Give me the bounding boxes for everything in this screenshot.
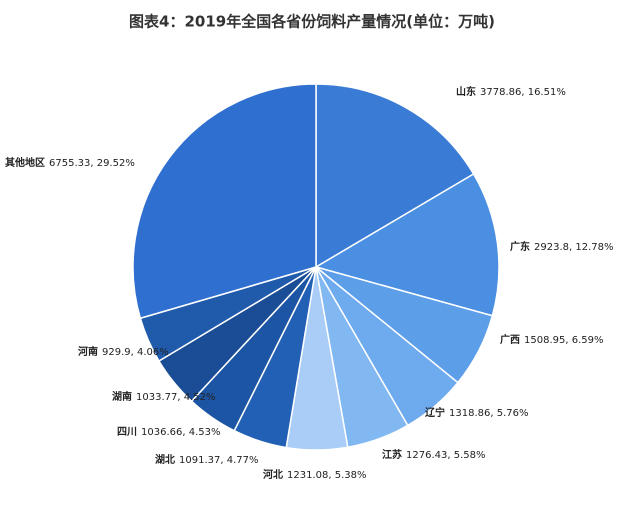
value-label: 1318.86, 5.76% — [449, 408, 528, 419]
category-label: 河南 — [78, 345, 98, 358]
value-label: 1033.77, 4.52% — [136, 392, 215, 403]
value-label: 1276.43, 5.58% — [406, 450, 485, 461]
data-label: 广东 2923.8, 12.78% — [510, 240, 613, 253]
pie-slice — [314, 172, 500, 317]
data-label: 辽宁 1318.86, 5.76% — [425, 406, 528, 419]
pie-slice — [315, 83, 475, 269]
data-label: 湖北 1091.37, 4.77% — [155, 453, 258, 466]
category-label: 河北 — [263, 468, 283, 481]
value-label: 3778.86, 16.51% — [480, 87, 566, 98]
value-label: 1231.08, 5.38% — [287, 470, 366, 481]
data-label: 河南 929.9, 4.06% — [78, 345, 169, 358]
data-label: 其他地区 6755.33, 29.52% — [5, 156, 135, 169]
value-label: 1508.95, 6.59% — [524, 335, 603, 346]
data-label: 河北 1231.08, 5.38% — [263, 468, 366, 481]
data-label: 湖南 1033.77, 4.52% — [112, 390, 215, 403]
pie-slice — [132, 83, 317, 320]
chart-title: 图表4：2019年全国各省份饲料产量情况(单位：万吨) — [129, 13, 495, 31]
category-label: 广西 — [500, 333, 520, 346]
value-label: 1036.66, 4.53% — [141, 427, 220, 438]
data-label: 四川 1036.66, 4.53% — [117, 426, 220, 438]
category-label: 其他地区 — [5, 156, 45, 169]
data-label: 江苏 1276.43, 5.58% — [382, 448, 485, 461]
category-label: 湖北 — [155, 453, 175, 466]
value-label: 6755.33, 29.52% — [49, 158, 135, 169]
data-label: 山东 3778.86, 16.51% — [456, 85, 566, 98]
category-label: 山东 — [456, 85, 476, 98]
value-label: 2923.8, 12.78% — [534, 242, 613, 253]
value-label: 929.9, 4.06% — [102, 347, 169, 358]
data-label: 广西 1508.95, 6.59% — [500, 333, 603, 346]
category-label: 广东 — [510, 240, 530, 253]
value-label: 1091.37, 4.77% — [179, 455, 258, 466]
category-label: 四川 — [117, 426, 137, 438]
category-label: 辽宁 — [425, 406, 445, 419]
category-label: 江苏 — [382, 448, 402, 461]
category-label: 湖南 — [112, 390, 132, 403]
